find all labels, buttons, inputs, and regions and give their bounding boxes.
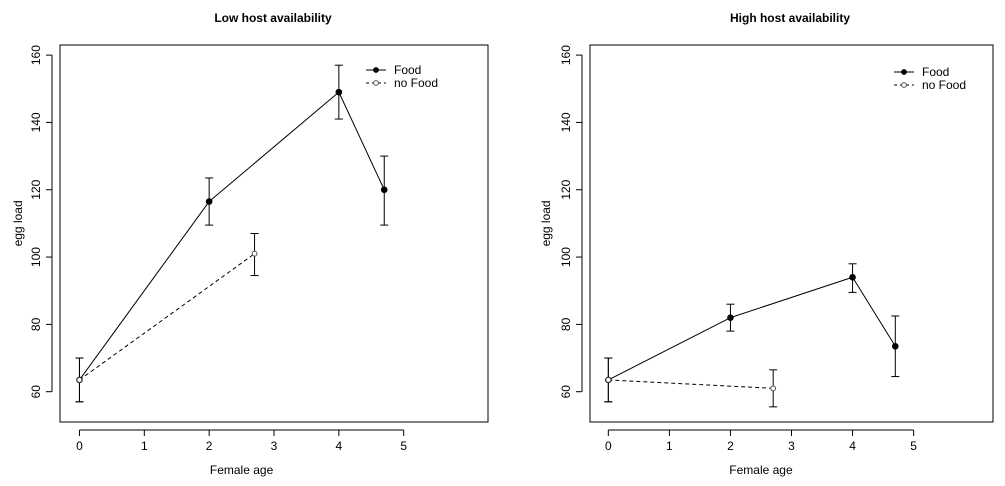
y-tick-label: 100 [29, 247, 43, 267]
x-tick-label: 4 [336, 439, 343, 453]
legend-label: no Food [922, 78, 966, 92]
legend-marker [373, 80, 379, 86]
y-tick-label: 120 [29, 179, 43, 199]
x-tick-label: 5 [910, 439, 917, 453]
y-tick-label: 140 [559, 112, 573, 132]
x-tick-label: 2 [727, 439, 734, 453]
x-tick-label: 1 [666, 439, 673, 453]
y-axis-label: egg load [11, 200, 25, 246]
legend-marker [901, 69, 907, 75]
series-food [75, 64, 389, 403]
chart-title: Low host availability [214, 11, 332, 25]
x-axis: 0 1 2 3 4 5 [605, 429, 917, 453]
y-tick-label: 160 [29, 45, 43, 65]
data-point [849, 273, 856, 281]
x-tick-label: 0 [605, 439, 612, 453]
x-tick-label: 2 [206, 439, 213, 453]
legend-label: Food [922, 65, 949, 79]
y-tick-label: 80 [29, 317, 43, 331]
x-axis-label: Female age [210, 463, 274, 477]
legend-marker [901, 82, 907, 88]
legend-label: Food [394, 63, 421, 77]
y-tick-label: 100 [559, 247, 573, 267]
data-point [205, 198, 213, 205]
series-line-segment [208, 91, 340, 202]
x-tick-label: 5 [400, 439, 407, 453]
data-point [770, 385, 777, 392]
y-tick-label: 60 [29, 385, 43, 399]
plot-frame [59, 44, 489, 423]
data-point [76, 377, 83, 383]
series-no-food [604, 357, 778, 408]
series-line-segment [338, 91, 385, 190]
x-tick-label: 0 [76, 439, 83, 453]
series-line-segment [608, 317, 731, 381]
y-tick-label: 60 [559, 385, 573, 399]
x-tick-label: 4 [849, 439, 856, 453]
y-tick-label: 120 [559, 179, 573, 199]
y-tick-label: 140 [29, 112, 43, 132]
chart-title: High host availability [730, 11, 850, 25]
y-axis: 60 80 100 120 140 160 [559, 45, 583, 399]
y-tick-label: 160 [559, 45, 573, 65]
y-axis: 60 80 100 120 140 160 [29, 45, 53, 399]
chart-panel-1: Low host availability 0 1 2 3 4 5 Female age 60 8… [11, 11, 489, 477]
plot-frame [589, 44, 994, 423]
x-tick-label: 1 [141, 439, 148, 453]
x-tick-label: 3 [271, 439, 278, 453]
y-tick-label: 80 [559, 317, 573, 331]
data-point [892, 342, 899, 350]
series-line-segment [608, 379, 774, 389]
series-food [604, 263, 900, 403]
chart-panel-2: High host availability 0 1 2 3 4 5 Female age 60… [539, 11, 994, 477]
data-point [335, 88, 343, 96]
series-line-segment [852, 276, 896, 347]
data-point [380, 186, 388, 194]
data-point [605, 377, 612, 383]
series-line-segment [730, 276, 853, 319]
x-tick-label: 3 [788, 439, 795, 453]
series-line-segment [79, 201, 210, 381]
series-line-segment [79, 253, 255, 381]
legend-marker [373, 67, 379, 73]
y-axis-label: egg load [539, 200, 553, 246]
data-point [727, 314, 734, 321]
legend-label: no Food [394, 76, 438, 90]
x-axis-label: Female age [729, 463, 793, 477]
data-point [251, 250, 258, 257]
series-no-food [75, 233, 259, 403]
x-axis: 0 1 2 3 4 5 [76, 429, 407, 453]
